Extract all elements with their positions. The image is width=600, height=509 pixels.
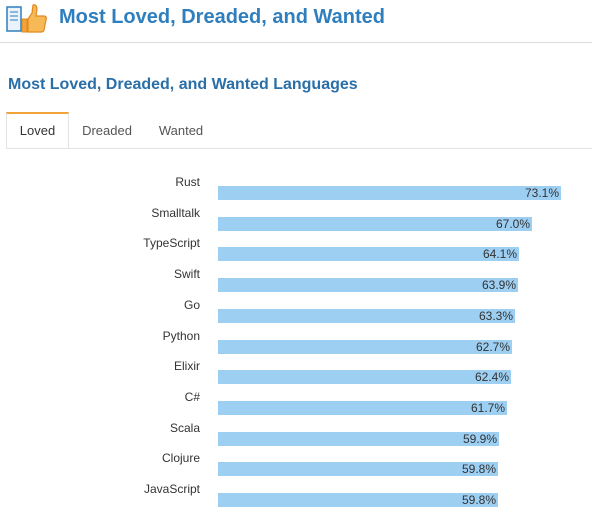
category-label: Clojure — [161, 451, 200, 466]
bar-value-label: 59.8% — [461, 462, 496, 477]
bar-value-label: 67.0% — [495, 216, 530, 231]
bar — [218, 493, 498, 507]
bar-row: Python 62.7% — [0, 326, 600, 357]
bar-value-label: 59.9% — [462, 431, 497, 446]
bar — [218, 216, 532, 231]
category-label: Go — [183, 297, 200, 312]
bar — [218, 339, 512, 354]
category-label: Rust — [175, 175, 200, 189]
bar-row: Elixir 62.4% — [0, 356, 600, 387]
category-label: C# — [184, 389, 200, 404]
header: Most Loved, Dreaded, and Wanted — [0, 0, 592, 43]
bar-row: Scala 59.9% — [0, 418, 600, 449]
section-title: Most Loved, Dreaded, and Wanted Language… — [8, 76, 358, 93]
page-title: Most Loved, Dreaded, and Wanted — [59, 6, 385, 28]
bar — [218, 431, 499, 446]
category-label: Scala — [169, 420, 200, 435]
bar-value-label: 63.9% — [481, 278, 516, 293]
category-label: Elixir — [174, 359, 200, 374]
bar-value-label: 59.8% — [461, 493, 496, 507]
category-label: Python — [162, 328, 200, 343]
bar — [218, 308, 515, 323]
bar-row: Clojure 59.8% — [0, 448, 600, 479]
bar-value-label: 63.3% — [478, 308, 513, 323]
bar — [218, 278, 518, 293]
bar-row: Smalltalk 67.0% — [0, 203, 600, 234]
bar-value-label: 62.7% — [475, 339, 510, 354]
category-label: JavaScript — [143, 482, 200, 496]
bar-row: JavaScript 59.8% — [0, 479, 600, 509]
bar-row: Swift 63.9% — [0, 264, 600, 295]
tab-dreaded[interactable]: Dreaded — [82, 123, 132, 138]
thumbs-up-book-icon — [6, 4, 47, 33]
bar — [218, 462, 498, 477]
category-label: TypeScript — [143, 236, 200, 251]
bar — [218, 370, 511, 385]
bar-value-label: 64.1% — [482, 247, 517, 262]
bar — [218, 247, 519, 262]
bar — [218, 186, 561, 200]
tab-wanted[interactable]: Wanted — [158, 123, 204, 138]
bar-chart: Rust 73.1% Smalltalk 67.0% TypeScript 64.1% Sw… — [0, 172, 600, 509]
category-label: Swift — [173, 267, 200, 282]
bar — [218, 400, 507, 415]
tab-bar: Loved Dreaded Wanted — [6, 112, 592, 149]
category-label: Smalltalk — [151, 205, 200, 220]
bar-row: C# 61.7% — [0, 387, 600, 418]
bar-value-label: 61.7% — [470, 400, 505, 415]
bar-row: TypeScript 64.1% — [0, 233, 600, 264]
bar-value-label: 62.4% — [474, 370, 509, 385]
bar-row: Go 63.3% — [0, 295, 600, 326]
tab-loved[interactable]: Loved — [6, 112, 69, 148]
bar-row: Rust 73.1% — [0, 172, 600, 203]
bar-value-label: 73.1% — [524, 186, 559, 200]
